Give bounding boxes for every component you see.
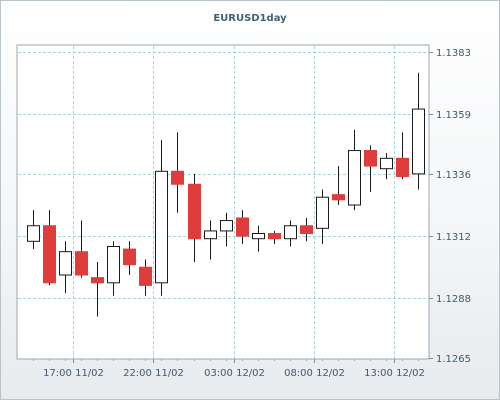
candle bbox=[171, 132, 184, 213]
candle-body-up bbox=[204, 230, 217, 240]
candle-body-down bbox=[171, 170, 184, 185]
candle-body-up bbox=[252, 233, 265, 240]
y-tick-label: 1.1383 bbox=[436, 48, 471, 59]
candle bbox=[252, 225, 265, 252]
candle-body-down bbox=[396, 157, 409, 177]
candle-body-down bbox=[75, 251, 88, 276]
candle bbox=[204, 220, 217, 260]
candle bbox=[284, 220, 297, 247]
y-tick-label: 1.1288 bbox=[436, 294, 471, 305]
candle-body-down bbox=[139, 266, 152, 286]
x-tick-label: 03:00 12/02 bbox=[204, 368, 265, 379]
y-tick-label: 1.1336 bbox=[436, 170, 471, 181]
candle bbox=[59, 241, 72, 294]
candle bbox=[316, 189, 329, 244]
candle bbox=[75, 220, 88, 278]
x-tick-label: 17:00 11/02 bbox=[43, 368, 104, 379]
x-tick-label: 13:00 12/02 bbox=[364, 368, 425, 379]
candle-body-down bbox=[268, 233, 281, 240]
y-tick-label: 1.1359 bbox=[436, 110, 471, 121]
candle-body-up bbox=[59, 251, 72, 276]
candle bbox=[412, 72, 425, 190]
candle-body-down bbox=[123, 248, 136, 266]
candle bbox=[107, 241, 120, 296]
candle bbox=[123, 241, 136, 276]
candle bbox=[43, 210, 56, 286]
candle bbox=[300, 217, 313, 242]
candle bbox=[396, 132, 409, 180]
candle-body-down bbox=[188, 183, 201, 240]
candle-body-down bbox=[43, 225, 56, 284]
candle-body-up bbox=[220, 220, 233, 232]
chart-title: EURUSD1day bbox=[213, 13, 287, 24]
candle bbox=[155, 140, 168, 296]
candle bbox=[91, 262, 104, 317]
x-tick-label: 22:00 11/02 bbox=[123, 368, 184, 379]
candle-body-down bbox=[91, 277, 104, 284]
x-tick-label: 08:00 12/02 bbox=[284, 368, 345, 379]
candle bbox=[332, 166, 345, 205]
candle bbox=[27, 210, 40, 250]
y-tick-label: 1.1312 bbox=[436, 232, 471, 243]
candle bbox=[348, 129, 361, 211]
candle bbox=[380, 153, 393, 180]
candle-body-up bbox=[284, 225, 297, 240]
candle-body-up bbox=[107, 245, 120, 284]
y-tick-label: 1.1265 bbox=[436, 354, 471, 365]
candle-body-up bbox=[412, 108, 425, 175]
plot-area bbox=[16, 44, 430, 360]
candle-body-up bbox=[155, 170, 168, 284]
candle-body-down bbox=[332, 194, 345, 201]
candle-body-down bbox=[364, 150, 377, 167]
candle bbox=[364, 145, 377, 193]
candle bbox=[139, 259, 152, 296]
candle-body-up bbox=[316, 196, 329, 229]
candle-body-down bbox=[300, 225, 313, 235]
axes: 1.1265 1.1288 1.1312 1.1336 1.1359 1.1383 17:0… bbox=[33, 48, 471, 379]
candle-body-down bbox=[236, 217, 249, 237]
candle-body-up bbox=[380, 157, 393, 170]
candle bbox=[188, 173, 201, 263]
candle bbox=[236, 210, 249, 244]
candle bbox=[268, 230, 281, 244]
candle-body-up bbox=[27, 225, 40, 242]
candle-body-up bbox=[348, 150, 361, 206]
candles bbox=[27, 72, 425, 317]
candle bbox=[220, 212, 233, 247]
